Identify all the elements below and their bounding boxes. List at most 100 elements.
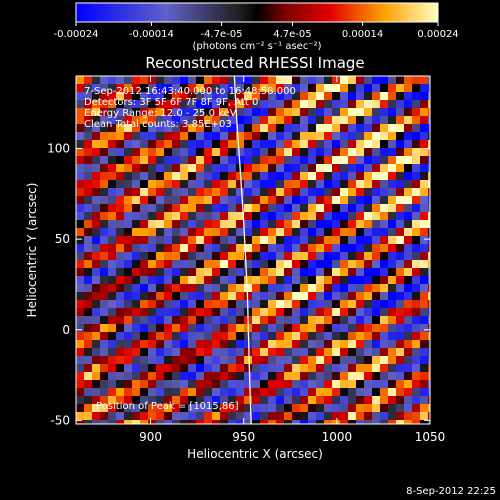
heatmap-cell — [364, 300, 372, 308]
heatmap-cell — [372, 356, 380, 364]
heatmap-cell — [348, 324, 356, 332]
info-annotation-line: 7-Sep-2012 16:43:40.000 to 16:48:58.000 — [84, 86, 296, 97]
heatmap-cell — [268, 92, 276, 100]
heatmap-cell — [140, 356, 148, 364]
heatmap-cell — [76, 100, 84, 108]
heatmap-cell — [108, 108, 116, 116]
heatmap-cell — [188, 92, 196, 100]
heatmap-cell — [380, 124, 388, 132]
heatmap-cell — [348, 236, 356, 244]
heatmap-cell — [388, 404, 396, 412]
heatmap-cell — [276, 308, 284, 316]
heatmap-cell — [92, 212, 100, 220]
heatmap-cell — [268, 292, 276, 300]
heatmap-cell — [220, 76, 228, 84]
heatmap-cell — [148, 324, 156, 332]
heatmap-cell — [276, 212, 284, 220]
heatmap-cell — [148, 148, 156, 156]
heatmap-cell — [252, 148, 260, 156]
heatmap-cell — [300, 284, 308, 292]
heatmap-cell — [156, 396, 164, 404]
heatmap-cell — [132, 268, 140, 276]
heatmap-cell — [148, 212, 156, 220]
heatmap-cell — [420, 396, 428, 404]
heatmap-cell — [276, 84, 284, 92]
heatmap-cell — [316, 372, 324, 380]
heatmap-cell — [300, 132, 308, 140]
heatmap-cell — [252, 316, 260, 324]
heatmap-cell — [276, 228, 284, 236]
heatmap-cell — [300, 228, 308, 236]
heatmap-cell — [420, 204, 428, 212]
heatmap-cell — [164, 236, 172, 244]
heatmap-cell — [148, 180, 156, 188]
heatmap-cell — [228, 332, 236, 340]
heatmap-cell — [196, 236, 204, 244]
heatmap-cell — [316, 396, 324, 404]
heatmap-cell — [228, 84, 236, 92]
heatmap-cell — [396, 108, 404, 116]
heatmap-cell — [84, 260, 92, 268]
heatmap-cell — [236, 244, 244, 252]
heatmap-cell — [92, 236, 100, 244]
heatmap-cell — [196, 420, 204, 424]
heatmap-cell — [396, 356, 404, 364]
heatmap-cell — [292, 364, 300, 372]
heatmap-cell — [164, 92, 172, 100]
heatmap-cell — [180, 420, 188, 424]
heatmap-cell — [76, 388, 84, 396]
heatmap-cell — [372, 308, 380, 316]
heatmap-cell — [220, 100, 228, 108]
heatmap-cell — [164, 324, 172, 332]
heatmap-cell — [156, 332, 164, 340]
heatmap-cell — [212, 276, 220, 284]
heatmap-cell — [388, 372, 396, 380]
heatmap-cell — [428, 228, 430, 236]
heatmap-cell — [396, 148, 404, 156]
heatmap-cell — [252, 92, 260, 100]
heatmap-cell — [404, 228, 412, 236]
heatmap-cell — [268, 276, 276, 284]
heatmap-cell — [204, 204, 212, 212]
heatmap-cell — [316, 324, 324, 332]
heatmap-cell — [292, 420, 300, 424]
heatmap-cell — [124, 364, 132, 372]
heatmap-cell — [180, 348, 188, 356]
heatmap-cell — [396, 116, 404, 124]
heatmap-cell — [348, 276, 356, 284]
heatmap-cell — [92, 108, 100, 116]
heatmap-cell — [180, 404, 188, 412]
heatmap-cell — [100, 212, 108, 220]
heatmap-cell — [260, 84, 268, 92]
heatmap-cell — [372, 420, 380, 424]
heatmap-cell — [404, 316, 412, 324]
heatmap-cell — [84, 140, 92, 148]
heatmap-cell — [156, 140, 164, 148]
heatmap-cell — [340, 276, 348, 284]
heatmap-cell — [340, 252, 348, 260]
heatmap-cell — [228, 164, 236, 172]
heatmap-cell — [116, 108, 124, 116]
heatmap-cell — [92, 396, 100, 404]
heatmap-cell — [340, 116, 348, 124]
heatmap-cell — [84, 324, 92, 332]
heatmap-cell — [180, 340, 188, 348]
heatmap-cell — [164, 156, 172, 164]
heatmap-cell — [276, 292, 284, 300]
heatmap-cell — [388, 260, 396, 268]
heatmap-cell — [180, 252, 188, 260]
heatmap-cell — [108, 396, 116, 404]
heatmap-cell — [172, 420, 180, 424]
heatmap-cell — [228, 116, 236, 124]
heatmap-cell — [260, 172, 268, 180]
heatmap-cell — [420, 212, 428, 220]
heatmap-cell — [140, 188, 148, 196]
heatmap-cell — [396, 188, 404, 196]
heatmap-cell — [316, 92, 324, 100]
heatmap-cell — [220, 300, 228, 308]
heatmap-cell — [284, 116, 292, 124]
heatmap-cell — [364, 396, 372, 404]
heatmap-cell — [316, 156, 324, 164]
heatmap-cell — [396, 308, 404, 316]
heatmap-cell — [428, 380, 430, 388]
